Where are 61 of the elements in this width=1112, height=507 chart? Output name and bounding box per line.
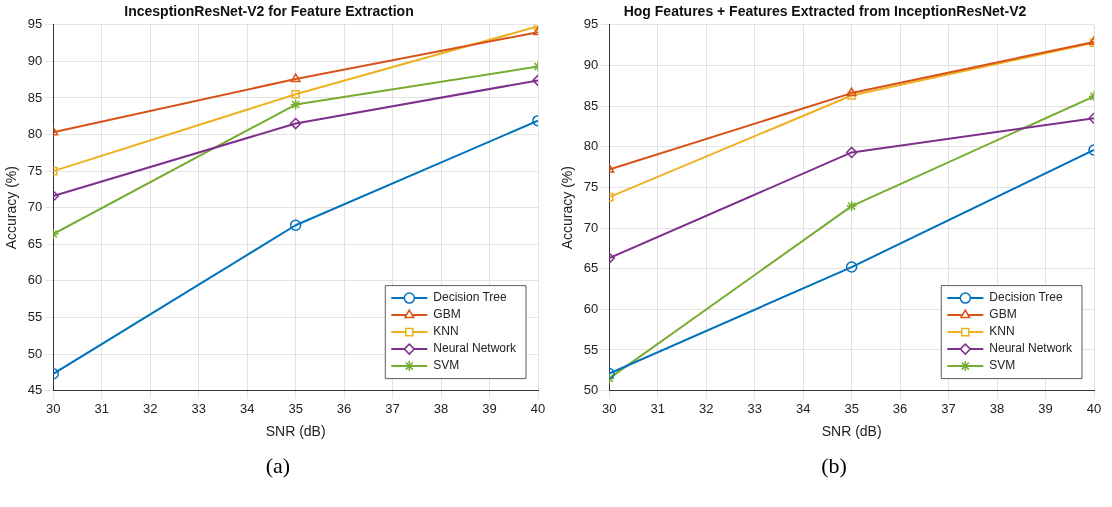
legend-label: Neural Network <box>989 341 1073 356</box>
text: (b) <box>820 453 848 479</box>
text: (a) <box>264 453 292 479</box>
legend-label: KNN <box>989 324 1015 339</box>
x-tick-label: 34 <box>795 400 811 416</box>
x-tick-label: 35 <box>288 400 303 416</box>
y-tick-label: 85 <box>27 89 43 105</box>
y-tick-label: 75 <box>27 162 43 178</box>
y-tick-label: 60 <box>583 300 599 316</box>
y-tick-label: 65 <box>583 260 599 276</box>
y-tick-label: 70 <box>583 219 599 235</box>
y-tick-label: 80 <box>583 138 599 154</box>
legend-label: SVM <box>989 358 1016 373</box>
y-tick-label: 80 <box>27 126 43 142</box>
y-tick-label: 45 <box>27 382 43 398</box>
x-tick-label: 34 <box>239 400 255 416</box>
x-tick-label: 37 <box>385 400 400 416</box>
x-tick-label: 36 <box>336 400 352 416</box>
x-tick-label: 39 <box>482 400 497 416</box>
y-axis-title: Accuracy (%) <box>559 166 576 250</box>
y-tick-label: 50 <box>27 345 43 361</box>
legend-label: GBM <box>989 307 1017 322</box>
x-tick-label: 38 <box>433 400 449 416</box>
x-axis-title: SNR (dB) <box>821 423 882 440</box>
x-axis-title: SNR (dB) <box>265 423 326 440</box>
legend-label: SVM <box>433 358 460 373</box>
x-tick-label: 33 <box>747 400 762 416</box>
y-tick-label: 65 <box>27 235 43 251</box>
x-tick-label: 31 <box>650 400 665 416</box>
y-tick-label: 50 <box>583 382 599 398</box>
legend-label: Decision Tree <box>433 290 507 305</box>
y-tick-label: 95 <box>27 16 43 32</box>
y-tick-label: 55 <box>27 309 43 325</box>
x-tick-label: 31 <box>94 400 109 416</box>
x-tick-label: 38 <box>989 400 1005 416</box>
y-tick-label: 70 <box>27 199 43 215</box>
x-tick-label: 35 <box>844 400 859 416</box>
x-tick-label: 39 <box>1038 400 1053 416</box>
y-tick-label: 85 <box>583 97 599 113</box>
y-tick-label: 95 <box>583 16 599 32</box>
legend-label: KNN <box>433 324 459 339</box>
x-tick-label: 36 <box>892 400 908 416</box>
chart-title: Hog Features + Features Extracted from InceptionResNet-V2 <box>623 3 1027 20</box>
x-tick-label: 30 <box>602 400 617 416</box>
y-tick-label: 60 <box>27 272 43 288</box>
x-tick-label: 40 <box>1086 400 1102 416</box>
legend-label: Decision Tree <box>989 290 1063 305</box>
x-tick-label: 33 <box>191 400 206 416</box>
legend-label: Neural Network <box>433 341 517 356</box>
y-tick-label: 90 <box>583 57 599 73</box>
y-tick-label: 90 <box>27 52 43 68</box>
x-tick-label: 37 <box>941 400 956 416</box>
legend-label: GBM <box>433 307 461 322</box>
x-tick-label: 32 <box>698 400 714 416</box>
x-tick-label: 40 <box>530 400 546 416</box>
chart-title: IncesptionResNet-V2 for Feature Extraction <box>124 3 414 20</box>
x-tick-label: 30 <box>46 400 61 416</box>
y-tick-label: 55 <box>583 341 599 357</box>
y-axis-title: Accuracy (%) <box>3 166 20 250</box>
x-tick-label: 32 <box>142 400 158 416</box>
y-tick-label: 75 <box>583 178 599 194</box>
